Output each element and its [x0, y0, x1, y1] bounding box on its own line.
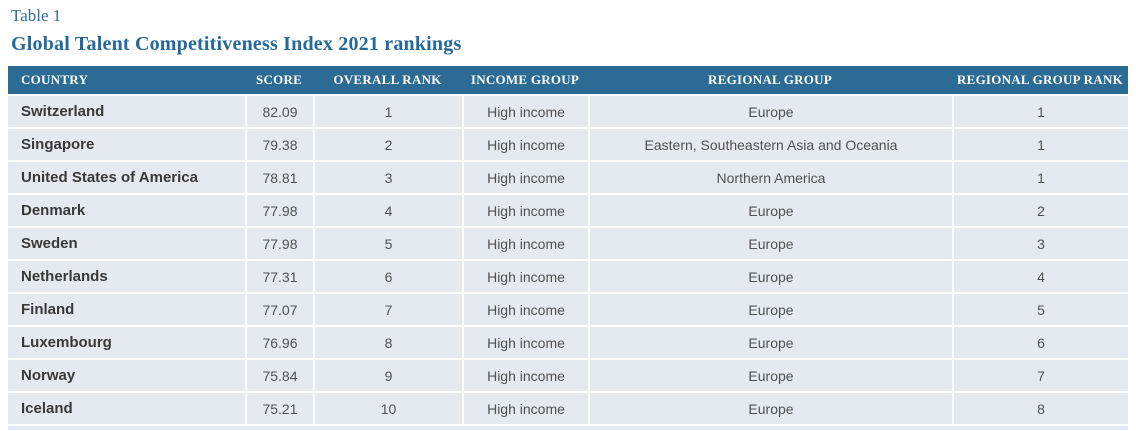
regional-group-rank-cell: 4 — [952, 261, 1128, 292]
score-cell: 77.07 — [245, 294, 313, 325]
country-cell: Singapore — [21, 136, 95, 153]
table-number-label: Table 1 — [11, 6, 62, 25]
regional-group-cell: Europe — [588, 393, 952, 424]
country-cell: Luxembourg — [21, 334, 112, 351]
overall-rank-cell: 10 — [313, 393, 462, 424]
country-cell: Iceland — [21, 400, 73, 417]
overall-rank-cell: 9 — [313, 360, 462, 391]
column-header-regional-group-rank: REGIONAL GROUP RANK — [956, 72, 1123, 87]
regional-group-rank-cell: 8 — [952, 393, 1128, 424]
overall-rank-cell: 1 — [313, 96, 462, 127]
country-cell: United States of America — [21, 169, 198, 186]
regional-group-cell: Europe — [588, 228, 952, 259]
regional-group-cell: Europe — [588, 195, 952, 226]
regional-group-rank-cell: 7 — [952, 360, 1128, 391]
regional-group-cell: Europe — [588, 96, 952, 127]
income-group-cell: High income — [462, 327, 588, 358]
table-row: Luxembourg 76.96 8 High income Europe 6 — [8, 327, 1128, 358]
score-cell: 82.09 — [245, 96, 313, 127]
table-body: Switzerland 82.09 1 High income Europe 1… — [8, 96, 1128, 424]
regional-group-rank-cell: 2 — [952, 195, 1128, 226]
regional-group-rank-cell: 6 — [952, 327, 1128, 358]
regional-group-cell: Northern America — [588, 162, 952, 193]
table-row: Finland 77.07 7 High income Europe 5 — [8, 294, 1128, 325]
column-header-income-group: INCOME GROUP — [470, 72, 580, 87]
income-group-cell: High income — [462, 228, 588, 259]
overall-rank-cell: 7 — [313, 294, 462, 325]
table-row: United States of America 78.81 3 High in… — [8, 162, 1128, 193]
overall-rank-cell: 8 — [313, 327, 462, 358]
next-row-partial — [8, 426, 1128, 430]
country-cell: Sweden — [21, 235, 78, 252]
overall-rank-cell: 3 — [313, 162, 462, 193]
column-header-regional-group: REGIONAL GROUP — [708, 72, 832, 87]
column-header-score: SCORE — [255, 72, 303, 87]
regional-group-cell: Europe — [588, 327, 952, 358]
income-group-cell: High income — [462, 129, 588, 160]
country-cell: Finland — [21, 301, 75, 318]
regional-group-cell: Europe — [588, 261, 952, 292]
income-group-cell: High income — [462, 360, 588, 391]
income-group-cell: High income — [462, 195, 588, 226]
column-header-country: COUNTRY — [21, 72, 89, 87]
table-row: Singapore 79.38 2 High income Eastern, S… — [8, 129, 1128, 160]
score-cell: 75.84 — [245, 360, 313, 391]
score-cell: 77.98 — [245, 195, 313, 226]
score-cell: 75.21 — [245, 393, 313, 424]
table-row: Netherlands 77.31 6 High income Europe 4 — [8, 261, 1128, 292]
regional-group-rank-cell: 1 — [952, 162, 1128, 193]
score-cell: 77.98 — [245, 228, 313, 259]
country-cell: Switzerland — [21, 103, 105, 120]
country-cell: Denmark — [21, 202, 86, 219]
table-title: Global Talent Competitiveness Index 2021… — [11, 33, 462, 55]
score-cell: 77.31 — [245, 261, 313, 292]
regional-group-rank-cell: 1 — [952, 129, 1128, 160]
regional-group-cell: Europe — [588, 360, 952, 391]
table-header-row: COUNTRY SCORE OVERALL RANK INCOME GROUP … — [8, 66, 1128, 94]
country-cell: Norway — [21, 367, 76, 384]
table-row: Iceland 75.21 10 High income Europe 8 — [8, 393, 1128, 424]
score-cell: 79.38 — [245, 129, 313, 160]
table-row: Denmark 77.98 4 High income Europe 2 — [8, 195, 1128, 226]
income-group-cell: High income — [462, 393, 588, 424]
income-group-cell: High income — [462, 261, 588, 292]
overall-rank-cell: 5 — [313, 228, 462, 259]
income-group-cell: High income — [462, 162, 588, 193]
regional-group-rank-cell: 5 — [952, 294, 1128, 325]
regional-group-rank-cell: 1 — [952, 96, 1128, 127]
regional-group-rank-cell: 3 — [952, 228, 1128, 259]
table-row: Switzerland 82.09 1 High income Europe 1 — [8, 96, 1128, 127]
table-row: Norway 75.84 9 High income Europe 7 — [8, 360, 1128, 391]
score-cell: 76.96 — [245, 327, 313, 358]
rankings-table: COUNTRY SCORE OVERALL RANK INCOME GROUP … — [8, 66, 1128, 430]
overall-rank-cell: 4 — [313, 195, 462, 226]
overall-rank-cell: 2 — [313, 129, 462, 160]
country-cell: Netherlands — [21, 268, 108, 285]
regional-group-cell: Eastern, Southeastern Asia and Oceania — [588, 129, 952, 160]
income-group-cell: High income — [462, 96, 588, 127]
income-group-cell: High income — [462, 294, 588, 325]
table-row: Sweden 77.98 5 High income Europe 3 — [8, 228, 1128, 259]
score-cell: 78.81 — [245, 162, 313, 193]
overall-rank-cell: 6 — [313, 261, 462, 292]
regional-group-cell: Europe — [588, 294, 952, 325]
column-header-overall-rank: OVERALL RANK — [333, 72, 442, 87]
